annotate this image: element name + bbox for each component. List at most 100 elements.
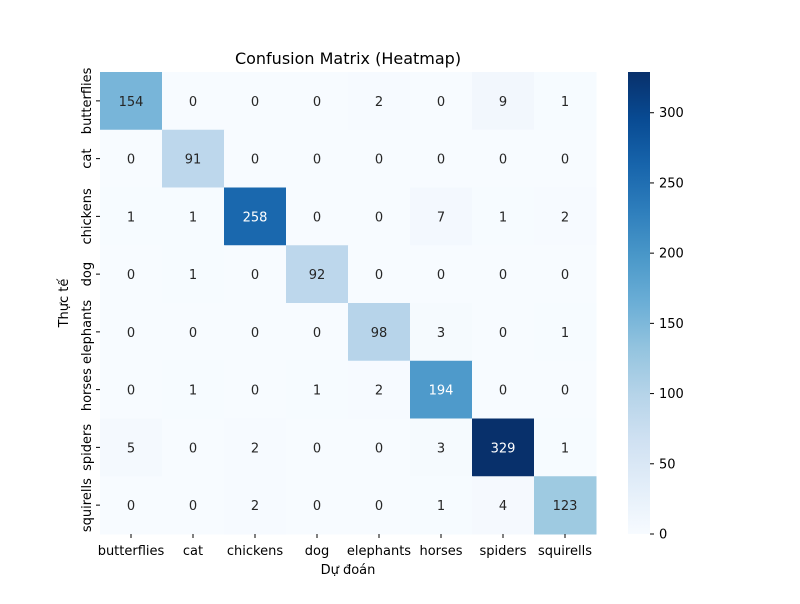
cell-value-label: 0 [375,268,383,283]
cell-value-label: 0 [561,153,569,168]
cell-value-label: 0 [251,153,259,168]
heatmap-cell [410,360,473,419]
heatmap-cell [348,303,411,362]
heatmap-cell [224,418,287,477]
heatmap-cell [348,418,411,477]
cell-value-label: 123 [553,499,578,514]
cell-value-label: 3 [437,441,445,456]
heatmap-cell [162,303,225,362]
heatmap-cell [162,360,225,419]
heatmap-cell-labels: 154 0 0 0 2 0 9 10 91 0 0 0 0 0 01 1 258 0 0 7 1 20 1 0 92 0 0 0 00 0… [119,95,578,514]
heatmap-cell [162,187,225,246]
cell-value-label: 329 [491,441,516,456]
heatmap-cell [162,72,225,131]
heatmap-cell [224,129,287,188]
heatmap-cell [472,187,535,246]
heatmap-cell [472,476,535,535]
x-tick-label: spiders [479,544,526,559]
cell-value-label: 1 [189,210,197,225]
heatmap-cell [286,303,349,362]
cell-value-label: 0 [127,268,135,283]
heatmap-cell [286,360,349,419]
cell-value-label: 92 [309,268,326,283]
y-axis-ticks: butterflies cat chickens dog elephants horses… [80,67,100,532]
chart-title: Confusion Matrix (Heatmap) [235,49,461,68]
x-tick-label: chickens [227,544,283,559]
heatmap-cell [534,129,597,188]
cell-value-label: 0 [251,95,259,110]
colorbar-tick-label: 200 [659,247,684,262]
cell-value-label: 0 [375,441,383,456]
heatmap-cell [162,245,225,304]
heatmap-cell [534,303,597,362]
cell-value-label: 0 [313,210,321,225]
heatmap-cell [410,245,473,304]
cell-value-label: 194 [429,384,454,399]
heatmap-cell [286,245,349,304]
cell-value-label: 0 [499,326,507,341]
cell-value-label: 98 [371,326,388,341]
cell-value-label: 1 [437,499,445,514]
heatmap-cell [472,418,535,477]
cell-value-label: 0 [499,384,507,399]
cell-value-label: 0 [437,153,445,168]
heatmap-cell [224,72,287,131]
cell-value-label: 0 [375,210,383,225]
cell-value-label: 4 [499,499,507,514]
colorbar-tick-label: 0 [659,528,667,543]
cell-value-label: 91 [185,153,202,168]
heatmap-cell [224,360,287,419]
colorbar-gradient [628,72,650,534]
y-tick-label: cat [80,149,95,169]
cell-value-label: 0 [189,326,197,341]
heatmap-cell [534,476,597,535]
cell-value-label: 0 [127,326,135,341]
heatmap-cells [100,72,597,535]
heatmap-cell [472,303,535,362]
heatmap-cell [224,476,287,535]
y-tick-label: squirells [80,478,95,532]
cell-value-label: 0 [313,95,321,110]
colorbar-tick-label: 150 [659,317,684,332]
heatmap-cell [534,187,597,246]
cell-value-label: 258 [243,210,268,225]
heatmap-cell [286,418,349,477]
x-axis-label: Dự đoán [321,563,376,578]
heatmap-cell [224,245,287,304]
heatmap-cell [162,476,225,535]
heatmap-cell [410,72,473,131]
cell-value-label: 0 [251,384,259,399]
heatmap-cell [410,129,473,188]
heatmap-cell [534,418,597,477]
x-tick-label: horses [419,544,462,559]
heatmap-cell [348,187,411,246]
heatmap-cell [162,129,225,188]
cell-value-label: 1 [127,210,135,225]
cell-value-label: 0 [375,499,383,514]
cell-value-label: 2 [375,95,383,110]
cell-value-label: 1 [561,326,569,341]
cell-value-label: 2 [251,441,259,456]
x-tick-label: squirells [538,544,592,559]
heatmap-cell [100,418,163,477]
heatmap-cell [472,245,535,304]
heatmap-cell [286,129,349,188]
y-tick-label: elephants [80,300,95,364]
heatmap-cell [348,129,411,188]
heatmap-cell [534,72,597,131]
heatmap-cell [472,72,535,131]
heatmap-cell [100,476,163,535]
cell-value-label: 0 [437,95,445,110]
cell-value-label: 0 [375,153,383,168]
heatmap-cell [162,418,225,477]
cell-value-label: 1 [561,441,569,456]
cell-value-label: 3 [437,326,445,341]
cell-value-label: 7 [437,210,445,225]
colorbar-tick-label: 50 [659,457,676,472]
cell-value-label: 1 [561,95,569,110]
cell-value-label: 0 [499,153,507,168]
cell-value-label: 0 [127,384,135,399]
heatmap-cell [348,245,411,304]
